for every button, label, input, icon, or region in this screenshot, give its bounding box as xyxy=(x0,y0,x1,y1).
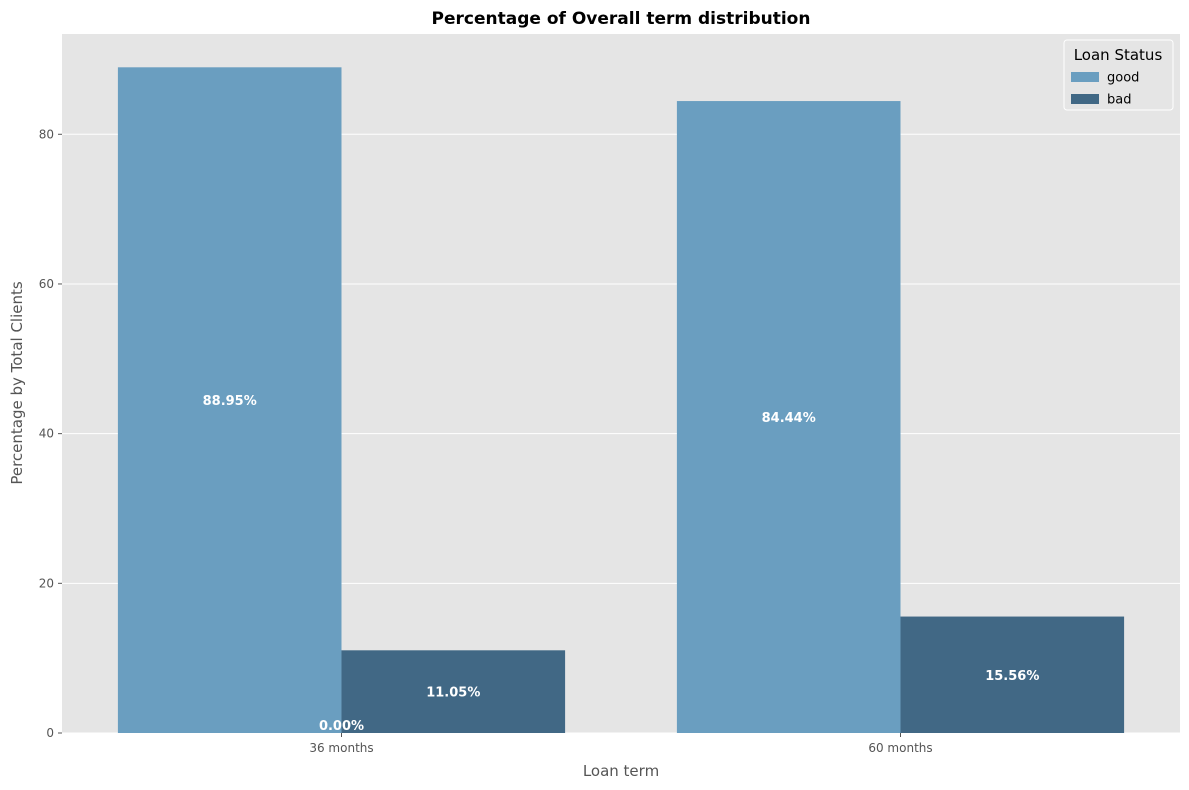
y-tick-label: 60 xyxy=(39,277,54,291)
bar-bad-0 xyxy=(341,650,566,733)
bars xyxy=(117,67,1125,734)
chart-title: Percentage of Overall term distribution xyxy=(432,9,811,29)
x-tick-label: 36 months xyxy=(309,741,373,755)
legend-label-bad: bad xyxy=(1107,93,1131,108)
y-tick-label: 80 xyxy=(39,127,54,141)
bar-good-0 xyxy=(117,67,342,734)
legend-items: good bad xyxy=(1071,71,1139,108)
x-axis-ticks: 36 months 60 months xyxy=(309,733,933,755)
bar-value-label: 88.95% xyxy=(203,394,257,409)
y-axis-label: Percentage by Total Clients xyxy=(8,281,26,485)
bar-bad-1 xyxy=(900,616,1125,733)
legend-label-good: good xyxy=(1107,71,1139,86)
legend: Loan Status good bad xyxy=(1063,39,1174,111)
bar-value-label: 11.05% xyxy=(426,686,480,701)
x-axis-label: Loan term xyxy=(583,762,659,780)
y-tick-label: 20 xyxy=(39,576,54,590)
y-tick-label: 0 xyxy=(46,726,54,740)
bar-good-1 xyxy=(676,101,901,734)
legend-title: Loan Status xyxy=(1074,46,1163,64)
legend-swatch-good xyxy=(1071,72,1099,82)
bar-value-label: 84.44% xyxy=(762,411,816,426)
bar-value-label: 0.00% xyxy=(319,719,364,734)
legend-box xyxy=(1063,39,1174,111)
legend-swatch-bad xyxy=(1071,94,1099,104)
bar-value-label: 15.56% xyxy=(985,669,1039,684)
bar-labels: 88.95% 84.44% 11.05% 15.56% 0.00% xyxy=(203,394,1040,734)
y-axis-ticks: 0 20 40 60 80 xyxy=(39,127,62,740)
x-tick-label: 60 months xyxy=(868,741,932,755)
y-tick-label: 40 xyxy=(39,427,54,441)
